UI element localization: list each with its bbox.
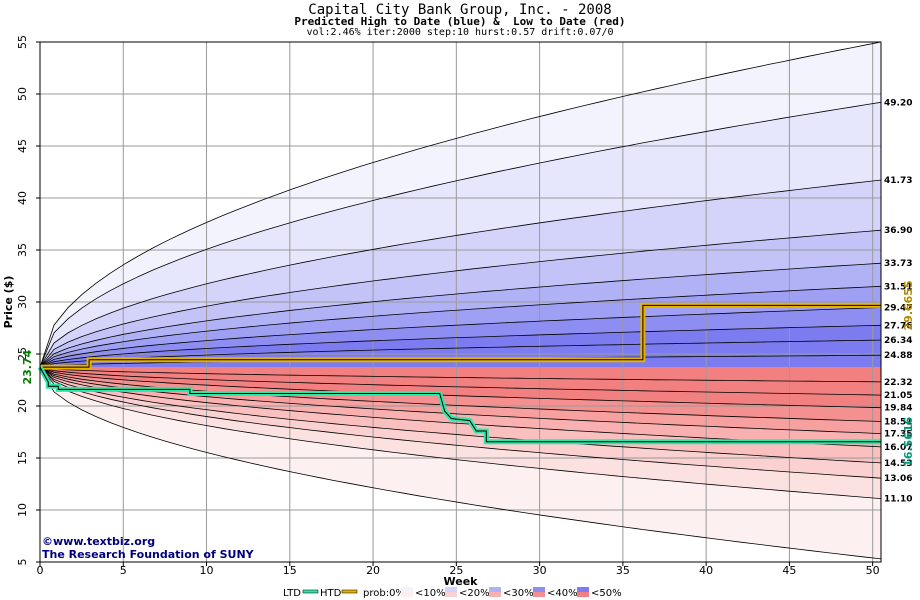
htd-line-core: [40, 304, 881, 368]
legend-bin-swatch-blue: [401, 587, 413, 592]
ltd-line-core: [39, 366, 881, 443]
htd-final-label: 29.6655: [902, 280, 915, 330]
lower-level-label: 11.10: [884, 495, 912, 505]
lower-band-9: [40, 367, 881, 382]
x-tick-label: 40: [699, 564, 713, 577]
axes: 0 5 10 15 20 25 30 35 40 45 50 5 10 15 20 25 30 35 40 45 50 5…: [2, 35, 882, 588]
contour-line: [39, 366, 882, 396]
legend-bin-label: <30%: [503, 588, 534, 599]
upper-level-label: 36.90: [884, 226, 912, 236]
legend-bin-label: <10%: [415, 588, 446, 599]
legend-bin-swatch-red: [401, 592, 413, 597]
outer-low-line: [39, 366, 882, 560]
legend-ltd-label: LTD: [283, 588, 301, 599]
chart-params: vol:2.46% iter:2000 step:10 hurst:0.57 d…: [306, 27, 614, 38]
start-price-label: 23.74: [21, 349, 34, 384]
x-tick-label: 0: [37, 564, 44, 577]
contour-line: [39, 366, 882, 464]
contour-line: [39, 366, 882, 409]
lower-level-label: 17.35: [884, 430, 912, 440]
contour-line: [39, 324, 882, 368]
lower-level-label: 14.53: [884, 459, 912, 469]
legend-bin-swatch-red: [577, 592, 589, 597]
upper-level-label: 26.34: [884, 336, 912, 346]
upper-level-label: 31.51: [884, 282, 912, 292]
contour-line: [39, 285, 882, 368]
legend-htd-swatch: [341, 589, 358, 594]
x-tick-label: 20: [366, 564, 380, 577]
contour-line: [39, 229, 882, 368]
x-tick-label: 50: [866, 564, 880, 577]
y-tick-label: 45: [16, 139, 29, 153]
contour-line: [39, 366, 882, 383]
contour-line: [39, 339, 882, 368]
legend-bin-swatch-red: [445, 592, 457, 597]
x-tick-label: 15: [283, 564, 297, 577]
y-axis-label: Price ($): [2, 276, 15, 329]
legend-ltd-swatch: [302, 589, 319, 594]
legend-bin-swatch-blue: [533, 587, 545, 592]
lower-level-label: 13.06: [884, 474, 912, 484]
contour-lines: [39, 41, 882, 560]
credit-foundation: The Research Foundation of SUNY: [42, 548, 254, 561]
legend-bin-swatch-red: [489, 592, 501, 597]
lower-level-label: 18.51: [884, 417, 912, 427]
legend-bin-label: <40%: [547, 588, 578, 599]
y-tick-label: 30: [16, 295, 29, 309]
y-tick-label: 20: [16, 399, 29, 413]
legend-bin-swatch-blue: [577, 587, 589, 592]
legend-bin-swatch-red: [533, 592, 545, 597]
contour-line: [39, 366, 882, 434]
probability-bands: [40, 42, 881, 559]
level-labels: 23.74 24.88 26.34 27.76 29.47 31.51 33.73 36.90…: [21, 98, 915, 504]
upper-level-label: 29.47: [884, 304, 912, 314]
outer-high-line: [39, 41, 882, 368]
y-tick-label: 50: [16, 87, 29, 101]
contour-line: [39, 366, 882, 499]
y-tick-label: 35: [16, 243, 29, 257]
y-tick-label: 55: [16, 35, 29, 49]
x-tick-label: 35: [616, 564, 630, 577]
y-tick-label: 5: [16, 559, 29, 566]
credit-website: ©www.textbiz.org: [42, 535, 156, 548]
upper-level-label: 27.76: [884, 321, 912, 331]
upper-level-label: 49.20: [884, 98, 912, 108]
legend-bin-label: <20%: [459, 588, 490, 599]
x-tick-label: 25: [449, 564, 463, 577]
upper-level-label: 33.73: [884, 259, 912, 269]
y-tick-label: 15: [16, 451, 29, 465]
x-tick-label: 10: [200, 564, 214, 577]
chart-title: Capital City Bank Group, Inc. - 2008: [308, 2, 612, 18]
y-tick-label: 40: [16, 191, 29, 205]
contour-line: [39, 366, 882, 479]
legend-bin-label: <50%: [591, 588, 622, 599]
legend-prob-label: prob:0%: [363, 588, 405, 599]
series-lines: [37, 302, 881, 445]
legend-bin-swatch-blue: [445, 587, 457, 592]
lower-level-label: 22.32: [884, 378, 912, 388]
upper-level-label: 41.73: [884, 176, 912, 186]
x-tick-label: 30: [533, 564, 547, 577]
y-tick-label: 10: [16, 503, 29, 517]
x-tick-label: 5: [120, 564, 127, 577]
lower-level-label: 16.07: [884, 443, 912, 453]
contour-line: [39, 179, 882, 368]
upper-level-label: 24.88: [884, 351, 912, 361]
lower-level-label: 21.05: [884, 391, 912, 401]
contour-line: [39, 101, 882, 368]
ltd-final-label: 16.5616: [902, 416, 915, 466]
contour-line: [39, 262, 882, 368]
lower-level-label: 19.84: [884, 404, 912, 414]
legend: LTD HTD prob:0% <10% <20% <30% <40% <50%: [283, 587, 622, 599]
contour-line: [39, 307, 882, 368]
y-tick-label: 25: [16, 347, 29, 361]
chart-subtitle: Predicted High to Date (blue) & Low to D…: [294, 15, 626, 28]
x-tick-label: 45: [782, 564, 796, 577]
legend-bin-swatch-blue: [489, 587, 501, 592]
legend-htd-label: HTD: [320, 588, 342, 599]
x-axis-label: Week: [444, 575, 479, 588]
